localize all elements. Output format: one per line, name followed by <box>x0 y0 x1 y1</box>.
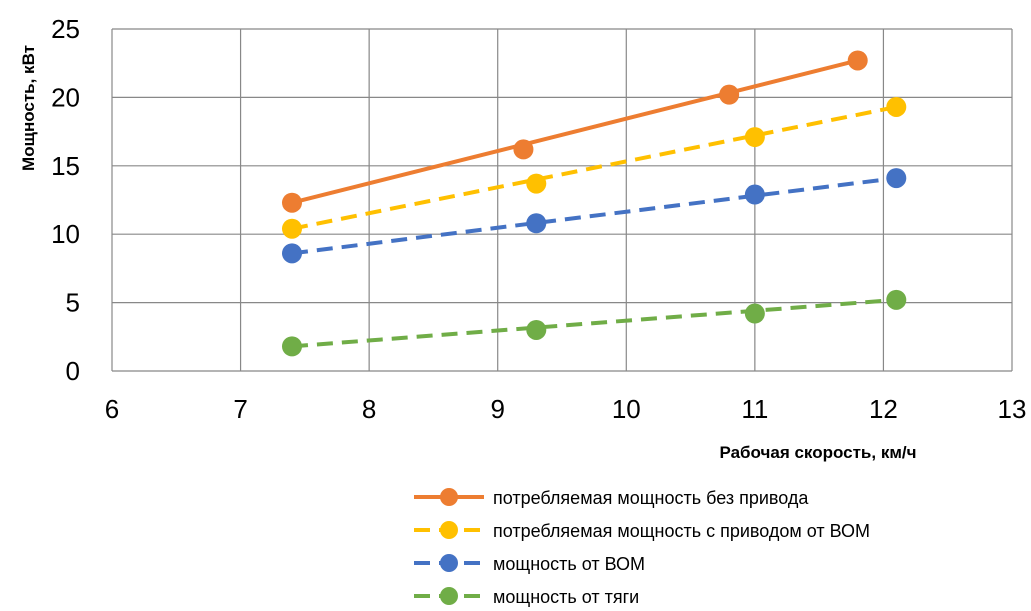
series-line <box>291 176 897 256</box>
x-tick-label: 7 <box>233 394 247 424</box>
y-axis-ticks: 0 5 10 15 20 25 <box>51 14 80 386</box>
data-point <box>886 96 907 117</box>
legend-marker <box>440 521 458 539</box>
legend-marker <box>440 587 458 605</box>
legend: потребляемая мощность без привода потребл… <box>414 488 870 607</box>
data-point <box>526 213 547 234</box>
x-tick-label: 10 <box>612 394 641 424</box>
y-tick-label: 10 <box>51 219 80 249</box>
legend-label: потребляемая мощность без привода <box>493 488 809 508</box>
y-tick-label: 5 <box>66 288 80 318</box>
legend-label: потребляемая мощность с приводом от ВОМ <box>493 521 870 541</box>
series-2 <box>282 96 907 239</box>
data-point <box>886 168 907 189</box>
data-point <box>282 336 302 357</box>
data-point <box>719 84 740 105</box>
data-point <box>886 289 907 310</box>
series-line <box>291 58 859 205</box>
data-point <box>847 50 868 71</box>
series-4 <box>282 289 907 357</box>
x-tick-label: 12 <box>869 394 898 424</box>
y-tick-label: 20 <box>51 82 80 112</box>
data-point <box>744 184 765 205</box>
series <box>282 50 907 357</box>
x-axis-ticks: 6 7 8 9 10 11 12 13 <box>105 394 1027 424</box>
data-point <box>282 218 302 239</box>
x-axis-title: Рабочая скорость, км/ч <box>719 443 916 462</box>
data-point <box>744 303 765 324</box>
legend-label: мощность от ВОМ <box>493 554 645 574</box>
x-tick-label: 9 <box>490 394 504 424</box>
y-tick-label: 15 <box>51 151 80 181</box>
x-tick-label: 11 <box>741 394 768 424</box>
data-point <box>526 173 547 194</box>
grid <box>111 28 1013 372</box>
legend-item: мощность от ВОМ <box>414 554 645 574</box>
y-axis-title: Мощность, кВт <box>19 45 38 171</box>
data-point <box>744 127 765 148</box>
data-point <box>526 319 547 340</box>
series-line <box>291 297 897 349</box>
y-tick-label: 25 <box>51 14 80 44</box>
legend-item: мощность от тяги <box>414 587 639 607</box>
x-tick-label: 8 <box>362 394 376 424</box>
x-tick-label: 13 <box>998 394 1027 424</box>
legend-item: потребляемая мощность без привода <box>414 488 809 508</box>
series-line <box>291 105 897 231</box>
data-point <box>282 243 302 264</box>
series-1 <box>282 50 868 213</box>
series-3 <box>282 168 907 264</box>
legend-marker <box>440 554 458 572</box>
legend-item: потребляемая мощность с приводом от ВОМ <box>414 521 870 541</box>
legend-marker <box>440 488 458 506</box>
x-tick-label: 6 <box>105 394 119 424</box>
data-point <box>513 139 534 160</box>
data-point <box>282 192 302 213</box>
y-tick-label: 0 <box>66 356 80 386</box>
legend-label: мощность от тяги <box>493 587 639 607</box>
